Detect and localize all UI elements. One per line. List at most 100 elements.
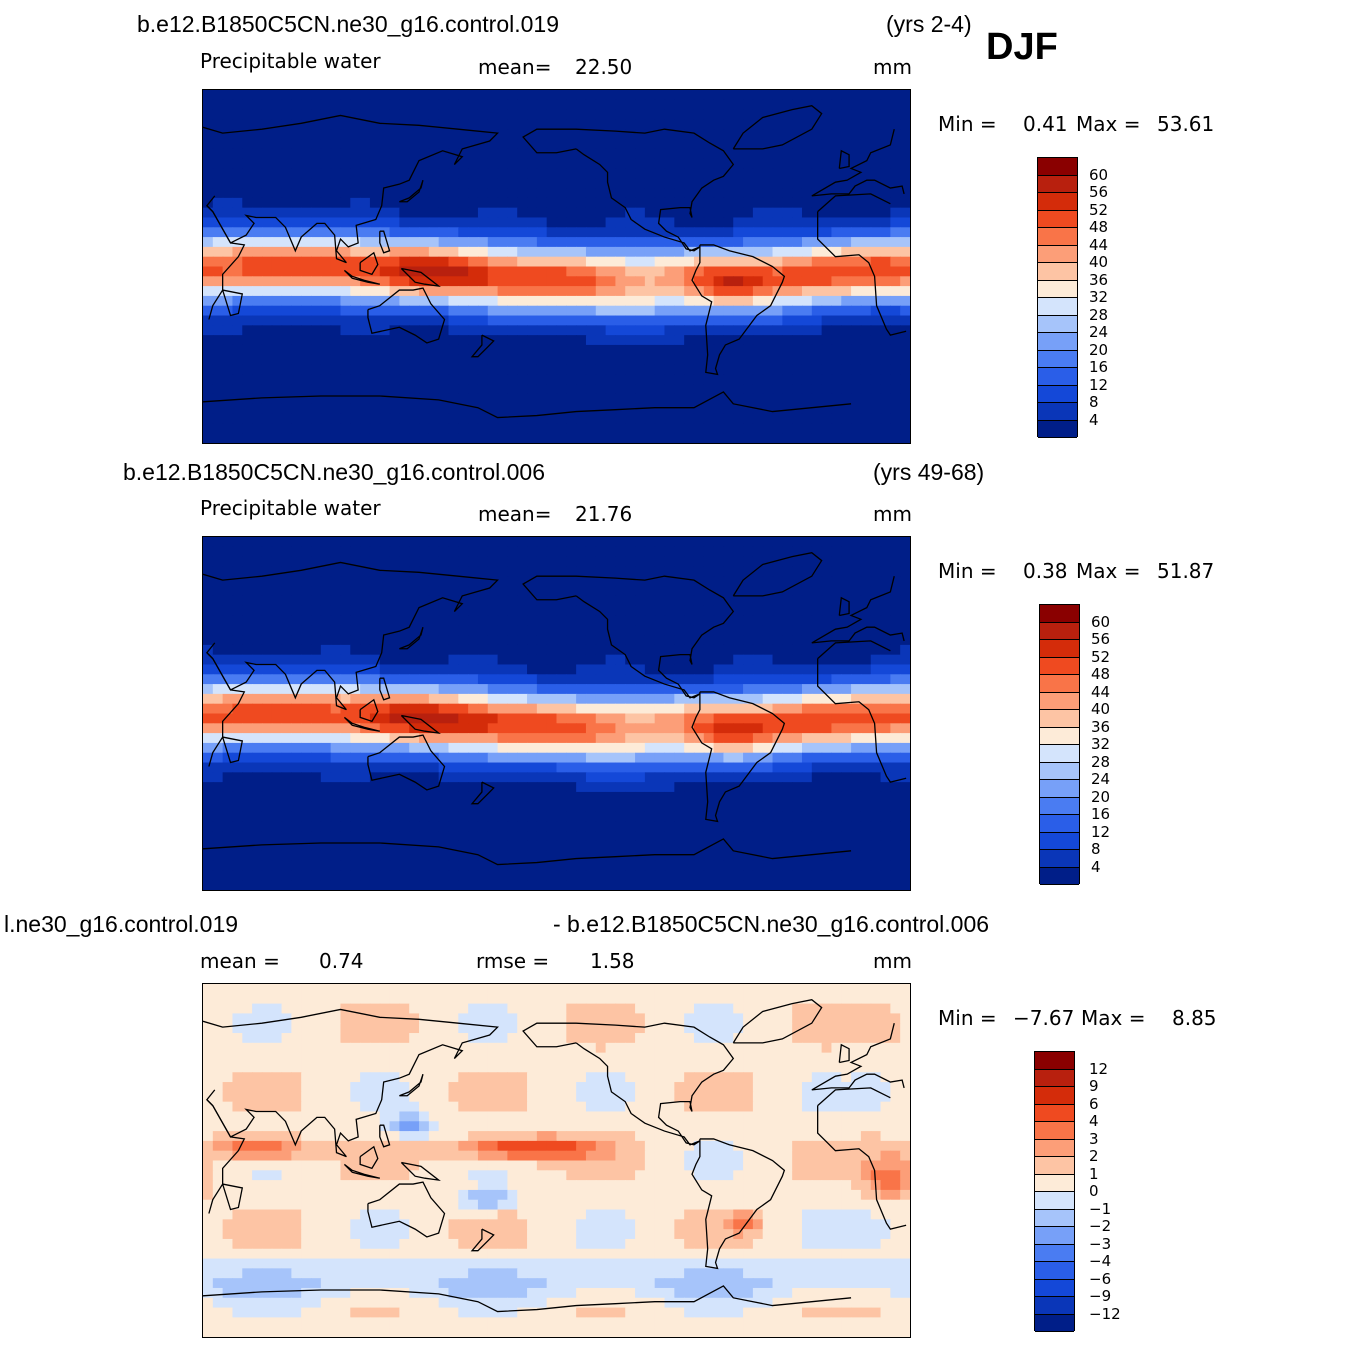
field-cell	[890, 556, 901, 568]
field-cell	[507, 129, 518, 140]
field-cell	[772, 556, 783, 568]
field-cell	[261, 344, 273, 356]
field-cell	[684, 403, 695, 415]
field-cell	[399, 693, 410, 705]
field-cell	[232, 791, 243, 803]
field-cell	[566, 556, 577, 568]
field-cell	[311, 237, 322, 248]
field-cell	[900, 384, 910, 395]
field-cell	[703, 693, 715, 705]
field-cell	[605, 237, 617, 248]
field-cell	[477, 433, 489, 443]
field-cell	[281, 256, 292, 268]
field-cell	[605, 605, 617, 617]
field-cell	[203, 635, 214, 646]
field-cell	[232, 364, 243, 375]
field-cell	[625, 762, 636, 773]
field-cell	[644, 178, 656, 189]
field-cell	[320, 413, 332, 424]
field-cell	[242, 782, 253, 793]
field-cell	[379, 752, 391, 764]
field-cell	[291, 354, 302, 366]
field-cell	[212, 752, 224, 764]
field-cell	[477, 782, 489, 793]
field-cell	[782, 782, 793, 793]
field-cell	[340, 423, 351, 434]
field-cell	[212, 344, 224, 356]
field-cell	[350, 423, 361, 434]
field-cell	[743, 286, 754, 297]
field-cell	[438, 403, 450, 415]
field-cell	[232, 654, 243, 666]
field-cell	[212, 393, 224, 405]
field-cell	[261, 374, 273, 385]
field-cell	[625, 178, 636, 189]
field-cell	[340, 197, 351, 209]
field-cell	[615, 266, 626, 277]
field-cell	[595, 139, 607, 150]
field-cell	[281, 782, 292, 793]
field-cell	[281, 139, 292, 150]
field-cell	[252, 168, 263, 179]
field-cell	[890, 742, 901, 754]
field-cell	[772, 109, 783, 121]
field-cell	[713, 384, 725, 395]
field-cell	[536, 586, 548, 597]
field-cell	[890, 325, 901, 336]
field-cell	[350, 119, 361, 130]
field-cell	[625, 227, 636, 238]
field-cell	[281, 635, 292, 646]
field-cell	[399, 109, 410, 121]
field-cell	[703, 197, 715, 209]
field-cell	[419, 742, 430, 754]
field-cell	[399, 207, 410, 219]
field-cell	[733, 811, 744, 822]
field-cell	[261, 393, 273, 405]
field-cell	[595, 286, 607, 297]
field-cell	[517, 684, 528, 695]
field-cell	[880, 433, 891, 443]
field-cell	[900, 305, 910, 317]
field-cell	[762, 840, 774, 852]
field-cell	[743, 733, 754, 744]
field-cell	[576, 99, 587, 111]
field-cell	[782, 246, 793, 258]
field-cell	[615, 546, 626, 558]
field-cell	[203, 168, 214, 179]
field-cell	[752, 713, 764, 724]
field-cell	[252, 546, 263, 558]
field-cell	[890, 801, 901, 813]
field-cell	[860, 595, 872, 607]
coastline	[222, 289, 244, 317]
field-cell	[517, 752, 528, 764]
field-cell	[536, 335, 548, 346]
field-cell	[428, 217, 440, 228]
field-cell	[674, 566, 685, 577]
field-cell	[585, 595, 597, 607]
field-cell	[752, 256, 764, 268]
field-cell	[409, 423, 420, 434]
field-cell	[585, 684, 597, 695]
field-cell	[870, 644, 882, 656]
field-cell	[320, 595, 332, 607]
field-cell	[772, 664, 783, 675]
field-cell	[792, 772, 803, 783]
field-cell	[762, 295, 774, 307]
field-cell	[468, 325, 479, 336]
field-cell	[320, 850, 332, 862]
field-cell	[782, 664, 793, 675]
field-cell	[782, 723, 793, 734]
field-cell	[851, 246, 862, 258]
field-cell	[536, 237, 548, 248]
field-cell	[320, 782, 332, 793]
field-cell	[801, 286, 813, 297]
field-cell	[291, 315, 302, 326]
field-cell	[556, 286, 567, 297]
field-cell	[311, 772, 322, 783]
coastline	[691, 244, 786, 376]
field-cell	[743, 315, 754, 326]
field-cell	[615, 840, 626, 852]
field-cell	[890, 840, 901, 852]
field-cell	[772, 423, 783, 434]
field-cell	[438, 129, 450, 140]
